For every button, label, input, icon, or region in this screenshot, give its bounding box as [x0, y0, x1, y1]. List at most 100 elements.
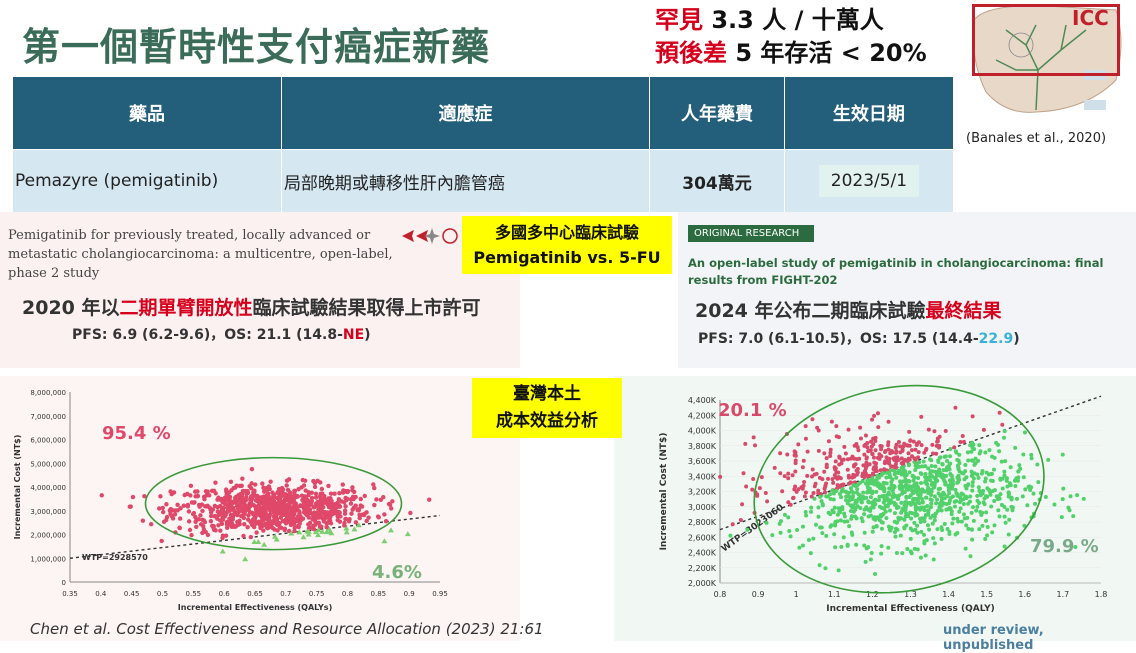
scatter-point: [969, 510, 974, 515]
scatter-point: [339, 499, 344, 504]
scatter-point: [840, 507, 845, 512]
scatter-point: [848, 503, 853, 508]
scatter-point: [926, 510, 931, 515]
scatter-point: [778, 471, 783, 476]
scatter-point: [741, 471, 746, 476]
pfs-2020-post: ): [364, 327, 371, 343]
scatter-point: [788, 502, 793, 507]
scatter-point: [942, 454, 947, 459]
scatter-point: [990, 530, 995, 535]
scatter-point: [855, 445, 860, 450]
scatter-point: [743, 441, 748, 446]
scatter-point: [835, 476, 840, 481]
scatter-point: [240, 488, 246, 494]
scatter-point: [277, 524, 283, 530]
scatter-point: [280, 487, 286, 492]
scatter-point: [902, 526, 907, 531]
x-tick-label: 0.45: [124, 590, 140, 598]
scatter-point: [253, 482, 258, 487]
scatter-point: [263, 493, 269, 499]
table-row: Pemazyre (pemigatinib) 局部晚期或轉移性肝內膽管癌 304…: [12, 149, 955, 213]
scatter-point: [855, 487, 860, 492]
scatter-point: [919, 414, 924, 419]
scatter-point: [844, 494, 849, 499]
y-tick-label: 5,000,000: [30, 460, 66, 468]
scatter-point: [874, 469, 879, 474]
x-tick-label: 1.3: [904, 590, 917, 599]
scatter-point: [192, 500, 197, 505]
scatter-point: [910, 511, 915, 516]
scatter-point: [886, 440, 891, 445]
scatter-point: [796, 442, 801, 447]
scatter-point: [381, 538, 388, 544]
x-tick-label: 0.4: [95, 590, 107, 598]
scatter-point: [359, 504, 365, 509]
scatter-point: [964, 486, 969, 491]
scatter-point: [884, 497, 889, 502]
scatter-point: [140, 518, 146, 523]
scatter-point: [879, 544, 884, 549]
scatter-point: [1061, 486, 1066, 491]
scatter-point: [887, 508, 892, 513]
scatter-point: [838, 518, 843, 523]
scatter-point: [362, 493, 367, 499]
scatter-point: [874, 489, 879, 494]
x-tick-label: 1.5: [980, 590, 993, 599]
scatter-point: [819, 525, 824, 530]
scatter-point: [890, 488, 895, 493]
scatter-point: [880, 520, 885, 525]
scatter-point: [782, 512, 787, 517]
scatter-point: [968, 494, 973, 499]
scatter-point: [949, 512, 954, 517]
scatter-point: [243, 497, 248, 503]
scatter-point: [954, 499, 959, 504]
scatter-point: [1002, 514, 1007, 519]
scatter-point: [873, 502, 878, 507]
scatter-point: [878, 468, 883, 473]
scatter-point: [850, 532, 855, 537]
scatter-point: [933, 479, 938, 484]
scatter-point: [750, 487, 755, 492]
scatter-point: [894, 470, 899, 475]
scatter-point: [894, 520, 899, 525]
scatter-point: [922, 519, 927, 524]
scatter-point: [880, 512, 885, 517]
scatter-point: [891, 491, 896, 496]
scatter-point: [831, 480, 836, 485]
header-annual-cost: 人年藥費: [649, 76, 785, 150]
scatter-point: [929, 501, 934, 506]
scatter-point: [983, 479, 988, 484]
scatter-point: [797, 545, 802, 550]
badge-line-1: 多國多中心臨床試驗: [494, 223, 639, 242]
scatter-point: [879, 473, 884, 478]
y-tick-label: 4,000,000: [30, 484, 66, 492]
scatter-point: [861, 490, 866, 495]
scatter-point: [357, 512, 362, 518]
scatter-point: [872, 482, 877, 487]
x-tick-label: 0.75: [309, 590, 325, 598]
scatter-point: [1000, 486, 1005, 491]
scatter-point: [1003, 520, 1008, 525]
scatter-point: [856, 496, 861, 501]
scatter-point: [319, 486, 325, 492]
scatter-point: [828, 512, 833, 517]
pfs-2020-red: NE: [342, 327, 365, 343]
scatter-point: [1010, 508, 1015, 513]
scatter-point: [873, 435, 878, 440]
scatter-point: [918, 555, 923, 560]
scatter-point: [900, 551, 905, 556]
percent-above-wtp: 95.4 %: [102, 423, 171, 444]
scatter-point: [829, 523, 834, 528]
scatter-point: [240, 476, 245, 481]
scatter-point: [948, 461, 953, 466]
scatter-point: [793, 469, 798, 474]
scatter-point: [772, 465, 777, 470]
scatter-point: [929, 498, 934, 503]
scatter-point: [969, 469, 974, 474]
scatter-point: [828, 454, 833, 459]
lancet-paper-title: Pemigatinib for previously treated, loca…: [8, 228, 393, 281]
scatter-point: [148, 521, 154, 527]
percent-above-wtp: 20.1 %: [718, 400, 787, 421]
scatter-point: [839, 483, 844, 488]
cell-indication: 局部晚期或轉移性肝內膽管癌: [280, 149, 651, 213]
